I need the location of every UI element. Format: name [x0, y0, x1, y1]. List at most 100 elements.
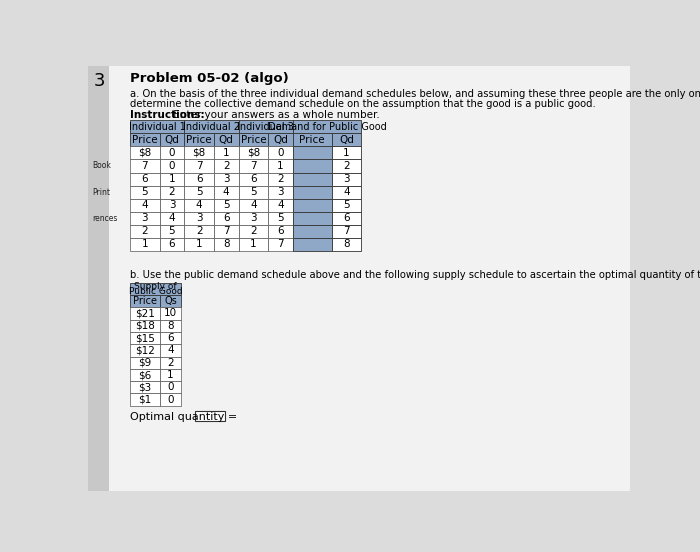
Bar — [130, 146, 160, 160]
Bar — [293, 185, 332, 199]
Text: 5: 5 — [223, 200, 230, 210]
Bar — [214, 146, 239, 160]
Bar — [214, 172, 239, 185]
Text: Qs: Qs — [164, 296, 177, 306]
Bar — [293, 199, 332, 212]
Text: 5: 5 — [277, 213, 284, 224]
Bar — [160, 295, 181, 307]
Bar — [332, 225, 361, 238]
Text: 7: 7 — [277, 240, 284, 250]
Bar — [195, 411, 225, 421]
Text: 1: 1 — [223, 148, 230, 158]
Text: Optimal quantity =: Optimal quantity = — [130, 412, 237, 422]
Bar — [332, 212, 361, 225]
Bar — [239, 212, 268, 225]
Bar — [160, 320, 181, 332]
Text: Individual 2: Individual 2 — [183, 121, 240, 132]
Text: 5: 5 — [250, 187, 257, 197]
Text: 0: 0 — [169, 161, 175, 171]
Bar — [268, 133, 293, 146]
Bar — [160, 172, 184, 185]
Bar — [332, 238, 361, 251]
Text: 3: 3 — [169, 200, 175, 210]
Bar — [184, 146, 213, 160]
Bar — [130, 344, 160, 357]
Bar — [184, 120, 239, 133]
Bar — [160, 199, 184, 212]
Bar — [214, 238, 239, 251]
Bar — [239, 199, 268, 212]
Bar — [130, 332, 160, 344]
Text: 0: 0 — [167, 395, 174, 405]
Bar — [130, 307, 160, 320]
Text: Price: Price — [186, 135, 212, 145]
Bar — [130, 283, 181, 295]
Text: 6: 6 — [196, 174, 202, 184]
Text: 3: 3 — [277, 187, 284, 197]
Bar — [239, 120, 293, 133]
Bar — [214, 160, 239, 172]
Text: 6: 6 — [223, 213, 230, 224]
Bar — [130, 133, 160, 146]
Text: 1: 1 — [167, 370, 174, 380]
Text: 8: 8 — [343, 240, 350, 250]
Text: 1: 1 — [250, 240, 257, 250]
Text: 3: 3 — [250, 213, 257, 224]
Bar — [160, 307, 181, 320]
Text: 6: 6 — [167, 333, 174, 343]
Bar — [130, 212, 160, 225]
Text: 2: 2 — [343, 161, 350, 171]
Bar — [332, 185, 361, 199]
Bar — [239, 238, 268, 251]
Bar — [184, 185, 213, 199]
Bar — [268, 146, 293, 160]
Text: $21: $21 — [135, 309, 155, 319]
Text: 2: 2 — [169, 187, 175, 197]
Bar — [184, 160, 213, 172]
Bar — [160, 344, 181, 357]
Text: $1: $1 — [138, 395, 151, 405]
Bar — [239, 172, 268, 185]
Text: Instructions:: Instructions: — [130, 110, 204, 120]
Bar — [184, 172, 213, 185]
Text: 6: 6 — [343, 213, 350, 224]
Text: 0: 0 — [277, 148, 284, 158]
Text: $15: $15 — [135, 333, 155, 343]
Text: 3: 3 — [94, 72, 105, 91]
Bar — [214, 199, 239, 212]
Bar — [160, 369, 181, 381]
Text: 4: 4 — [250, 200, 257, 210]
Bar — [160, 238, 184, 251]
Bar — [160, 160, 184, 172]
Bar — [214, 133, 239, 146]
Text: 4: 4 — [277, 200, 284, 210]
Text: 6: 6 — [141, 174, 148, 184]
Bar — [130, 238, 160, 251]
Text: Individual 3: Individual 3 — [237, 121, 294, 132]
Text: 7: 7 — [196, 161, 202, 171]
Text: 2: 2 — [167, 358, 174, 368]
Text: 6: 6 — [250, 174, 257, 184]
Text: 3: 3 — [343, 174, 350, 184]
Bar — [214, 212, 239, 225]
Bar — [160, 185, 184, 199]
Bar — [160, 146, 184, 160]
Text: $6: $6 — [138, 370, 151, 380]
Text: Qd: Qd — [339, 135, 354, 145]
Bar — [160, 394, 181, 406]
Bar — [268, 160, 293, 172]
Text: 7: 7 — [141, 161, 148, 171]
Bar — [239, 146, 268, 160]
Text: 7: 7 — [250, 161, 257, 171]
Text: rences: rences — [92, 214, 118, 223]
Text: 5: 5 — [141, 187, 148, 197]
Text: Enter your answers as a whole number.: Enter your answers as a whole number. — [170, 110, 380, 120]
Text: Book: Book — [92, 161, 111, 171]
Bar — [214, 225, 239, 238]
Text: 6: 6 — [169, 240, 175, 250]
Text: 10: 10 — [164, 309, 177, 319]
Bar — [293, 133, 332, 146]
Bar — [214, 185, 239, 199]
Text: $8: $8 — [193, 148, 206, 158]
Bar — [268, 238, 293, 251]
